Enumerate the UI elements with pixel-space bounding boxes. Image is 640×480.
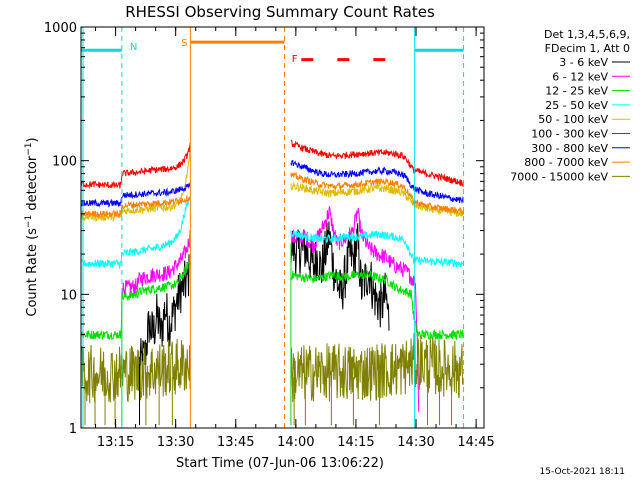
series-6-12-kev <box>121 206 420 413</box>
series-trace <box>290 228 464 268</box>
series-trace <box>81 150 191 223</box>
series-300-800-kev <box>81 160 464 208</box>
series-100-300-kev <box>81 139 464 189</box>
series-7000-15000-kev <box>81 332 464 404</box>
series-dropouts <box>84 377 453 426</box>
x-tick-label: 14:45 <box>457 435 494 450</box>
series-trace <box>290 270 464 341</box>
series-trace <box>139 254 190 376</box>
y-tick-label: 1 <box>69 422 77 437</box>
series-trace <box>290 181 464 218</box>
series-trace <box>81 196 191 270</box>
legend-entry-label: 300 - 800 keV <box>531 142 608 155</box>
legend-entry-label: 800 - 7000 keV <box>524 156 608 169</box>
series-25-50-kev <box>81 196 464 270</box>
x-tick-label: 14:00 <box>277 435 314 450</box>
x-axis-label: Start Time (07-Jun-06 13:06:22) <box>176 456 384 471</box>
flag-label: N <box>130 42 137 53</box>
series-trace <box>290 332 464 403</box>
x-tick-label: 14:15 <box>337 435 374 450</box>
legend-entry-label: 50 - 100 keV <box>538 113 608 126</box>
series-trace <box>81 338 191 404</box>
series-trace <box>81 182 191 208</box>
legend-entry-label: 7000 - 15000 keV <box>510 170 608 183</box>
series-trace <box>81 143 191 189</box>
legend-entry-label: 3 - 6 keV <box>559 56 608 69</box>
axes: 1 10 100 1000 13:15 13:30 13:45 14:00 14:15 14:30… <box>44 21 495 450</box>
flag-label: F <box>292 54 298 65</box>
flag-markers <box>81 27 465 428</box>
legend-header: Det 1,3,4,5,6,9, <box>544 28 630 41</box>
timestamp: 15-Oct-2021 18:11 <box>540 467 625 477</box>
x-tick-label: 13:45 <box>217 435 254 450</box>
plot-frame <box>80 26 485 429</box>
legend-entry-label: 12 - 25 keV <box>545 85 608 98</box>
legend-entry-label: 100 - 300 keV <box>531 128 608 141</box>
series-3-6-kev <box>139 221 390 376</box>
x-tick-label: 13:15 <box>97 435 134 450</box>
series-trace <box>290 139 464 188</box>
series-12-25-kev <box>81 260 464 341</box>
y-tick-label: 1000 <box>44 21 77 36</box>
legend-entry-label: 6 - 12 keV <box>552 70 608 83</box>
series-trace <box>290 160 464 205</box>
series-800-7000-kev <box>81 171 464 219</box>
x-tick-label: 13:30 <box>157 435 194 450</box>
flag-label: S <box>181 38 187 49</box>
legend-header: FDecim 1, Att 0 <box>545 42 630 55</box>
series-trace <box>81 260 191 341</box>
chart-title: RHESSI Observing Summary Count Rates <box>125 3 435 21</box>
legend-entry-label: 25 - 50 keV <box>545 99 608 112</box>
x-tick-label: 14:30 <box>397 435 434 450</box>
series-trace <box>290 221 390 331</box>
y-axis-label: Count Rate (s−1 detector−1) <box>24 137 40 316</box>
y-tick-label: 100 <box>52 155 77 170</box>
series-trace <box>290 171 464 215</box>
series-trace <box>121 230 191 297</box>
legend: Det 1,3,4,5,6,9,FDecim 1, Att 03 - 6 keV… <box>510 28 630 183</box>
series-50-100-kev <box>81 150 464 223</box>
series-trace <box>290 206 420 413</box>
series-trace <box>81 195 191 219</box>
plot-area <box>81 27 465 428</box>
y-tick-label: 10 <box>60 288 77 303</box>
